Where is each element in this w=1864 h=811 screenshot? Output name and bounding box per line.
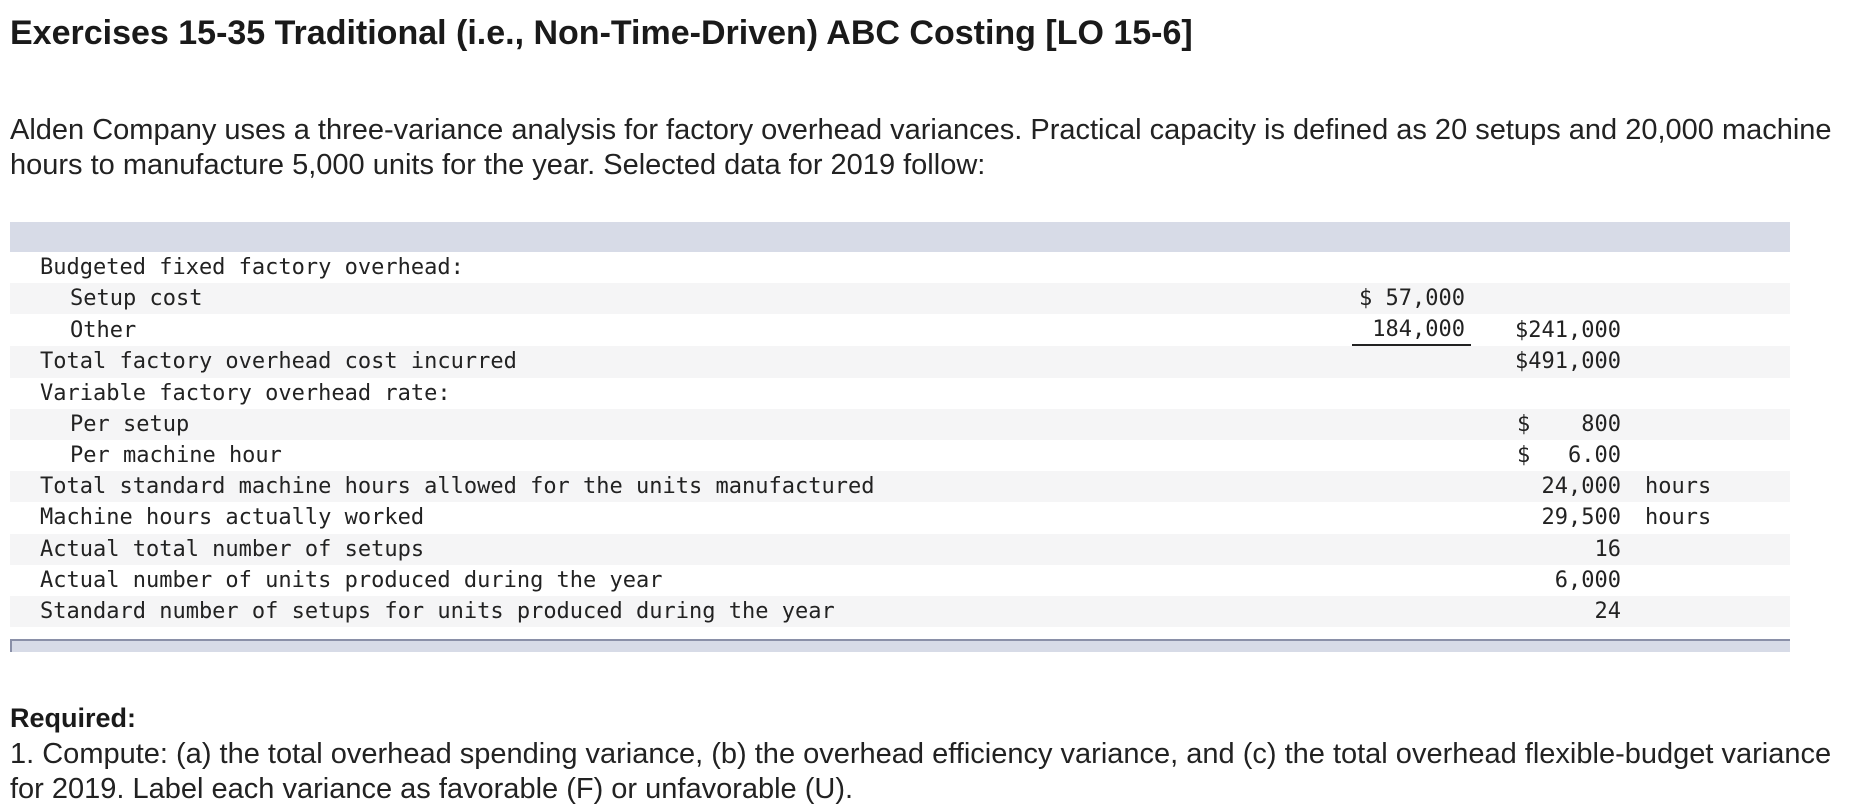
table-footer-bar (10, 639, 1790, 653)
table-row: Machine hours actually worked 29,500 hou… (10, 502, 1790, 534)
data-table: Budgeted fixed factory overhead: Setup c… (10, 252, 1790, 628)
row-value-col2: 800 (1581, 411, 1621, 437)
row-label: Per machine hour (70, 443, 282, 469)
row-label: Actual number of units produced during t… (40, 567, 663, 593)
table-row: Total standard machine hours allowed for… (10, 471, 1790, 503)
table-row: Other 184,000 $241,000 (10, 314, 1790, 347)
row-label: Actual total number of setups (40, 536, 425, 562)
row-label: Total standard machine hours allowed for… (40, 474, 875, 500)
table-row: Actual number of units produced during t… (10, 564, 1790, 596)
row-value-col2: 6,000 (1554, 567, 1621, 593)
required-text: 1. Compute: (a) the total overhead spend… (10, 738, 1832, 805)
row-unit: hours (1645, 474, 1712, 500)
row-value-col2: 24 (1594, 598, 1622, 624)
table-row: Setup cost $ 57,000 (10, 283, 1790, 315)
page-title: Exercises 15-35 Traditional (i.e., Non-T… (10, 14, 1193, 52)
row-label: Setup cost (70, 286, 203, 312)
row-label: Total factory overhead cost incurred (40, 349, 517, 375)
dollar-sign: $ (1517, 411, 1531, 437)
row-label: Other (70, 317, 137, 343)
table-row: Total factory overhead cost incurred $49… (10, 346, 1790, 378)
row-value-col2: 24,000 (1541, 474, 1621, 500)
row-value-col2: $241,000 (1515, 317, 1621, 343)
table-row: Per machine hour $6.00 (10, 439, 1790, 472)
dollar-sign: $ (1517, 443, 1531, 469)
row-label: Machine hours actually worked (40, 505, 425, 531)
table-header-bar (10, 222, 1790, 252)
row-label: Budgeted fixed factory overhead: (40, 255, 464, 281)
required-heading: Required: (10, 703, 137, 733)
row-label: Per setup (70, 411, 190, 437)
row-value-col1: $ 57,000 (1359, 286, 1465, 312)
table-row: Budgeted fixed factory overhead: (10, 252, 1790, 284)
row-unit: hours (1645, 505, 1712, 531)
row-value-col2: 16 (1594, 536, 1622, 562)
table-row: Variable factory overhead rate: (10, 377, 1790, 409)
row-value-col2: $491,000 (1515, 349, 1621, 375)
data-table-container: Budgeted fixed factory overhead: Setup c… (10, 222, 1790, 653)
table-row: Per setup $800 (10, 408, 1790, 440)
table-row: Actual total number of setups 16 (10, 533, 1790, 565)
row-label: Standard number of setups for units prod… (40, 598, 835, 624)
row-label: Variable factory overhead rate: (40, 380, 451, 406)
intro-paragraph: Alden Company uses a three-variance anal… (10, 114, 1832, 181)
row-value-col2: 6.00 (1568, 443, 1621, 469)
table-row: Standard number of setups for units prod… (10, 595, 1790, 628)
row-value-col1-underlined: 184,000 (1352, 316, 1471, 347)
row-value-col2: 29,500 (1541, 505, 1621, 531)
